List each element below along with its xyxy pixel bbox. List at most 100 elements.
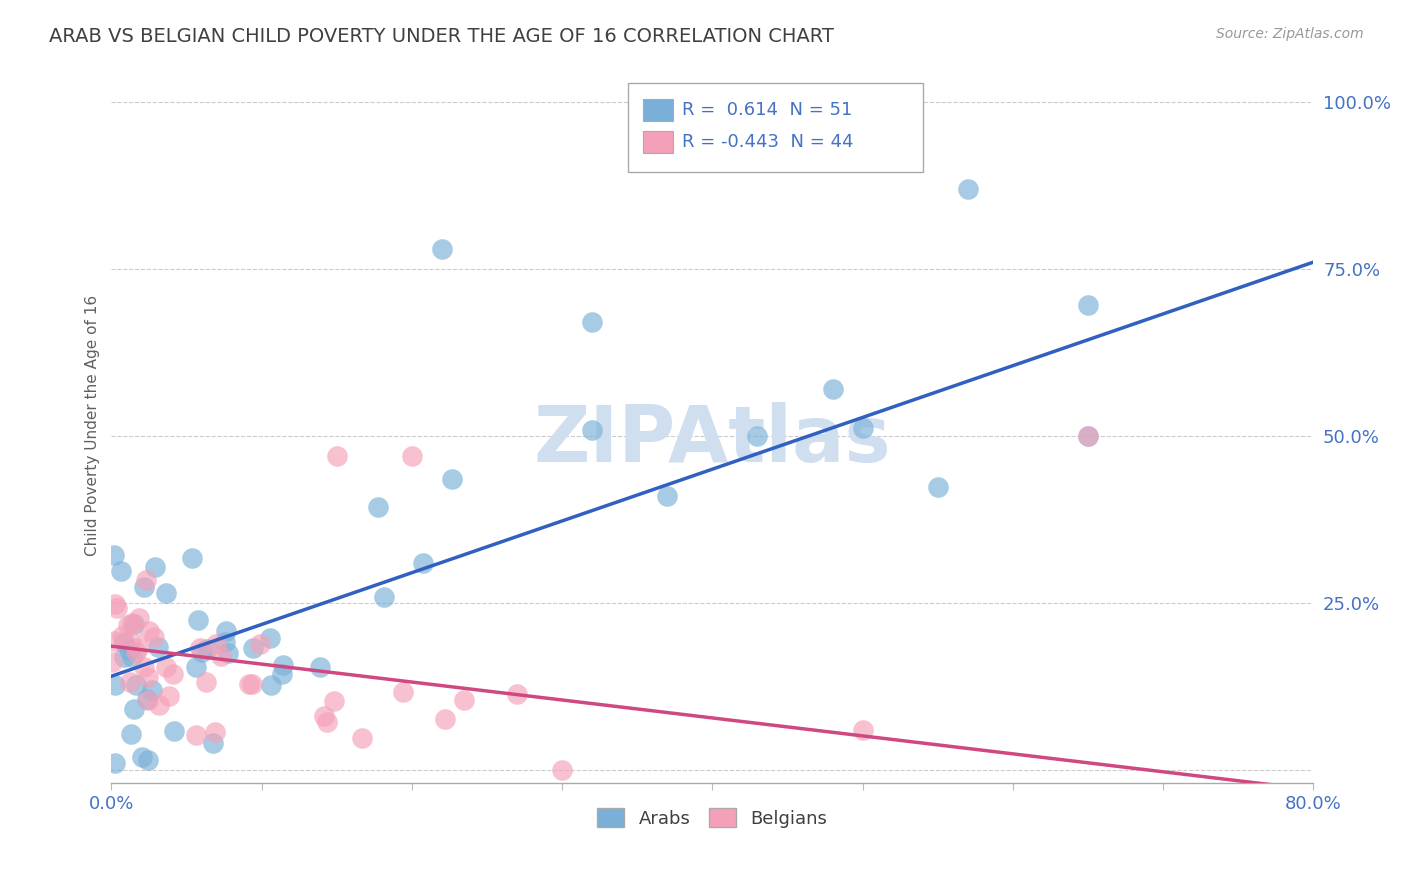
- Point: [747, 429, 769, 443]
- Point: [148, 698, 170, 713]
- Point: [155, 660, 177, 674]
- Point: [141, 683, 163, 698]
- Point: [367, 500, 389, 515]
- Point: [125, 678, 148, 692]
- Point: [104, 678, 127, 692]
- Point: [103, 548, 125, 562]
- Text: Source: ZipAtlas.com: Source: ZipAtlas.com: [1216, 27, 1364, 41]
- Point: [117, 642, 139, 657]
- Point: [132, 580, 155, 594]
- Point: [120, 727, 142, 741]
- Point: [204, 725, 226, 739]
- Point: [184, 660, 207, 674]
- Point: [401, 449, 423, 463]
- Point: [122, 701, 145, 715]
- Point: [201, 736, 224, 750]
- Point: [128, 611, 150, 625]
- Text: R = -0.443  N = 44: R = -0.443 N = 44: [682, 133, 853, 151]
- Point: [551, 763, 574, 777]
- Point: [131, 750, 153, 764]
- Point: [851, 421, 873, 435]
- Point: [271, 657, 294, 672]
- Point: [581, 423, 603, 437]
- Text: ARAB VS BELGIAN CHILD POVERTY UNDER THE AGE OF 16 CORRELATION CHART: ARAB VS BELGIAN CHILD POVERTY UNDER THE …: [49, 27, 834, 45]
- Point: [240, 676, 263, 690]
- Point: [657, 489, 679, 503]
- Point: [441, 472, 464, 486]
- Point: [188, 641, 211, 656]
- Point: [195, 675, 218, 690]
- Point: [110, 564, 132, 578]
- Point: [821, 382, 844, 396]
- Point: [316, 714, 339, 729]
- Point: [260, 678, 283, 692]
- Point: [1077, 429, 1099, 443]
- Point: [105, 601, 128, 615]
- Bar: [643, 131, 672, 153]
- Point: [195, 641, 218, 656]
- Point: [187, 613, 209, 627]
- Point: [121, 649, 143, 664]
- Point: [136, 693, 159, 707]
- Point: [103, 634, 125, 648]
- Point: [145, 559, 167, 574]
- Point: [1077, 429, 1099, 443]
- Text: ZIPAtlas: ZIPAtlas: [533, 402, 891, 478]
- Point: [392, 685, 415, 699]
- Point: [433, 712, 456, 726]
- Point: [581, 315, 603, 329]
- Point: [180, 550, 202, 565]
- Point: [215, 624, 238, 639]
- Point: [956, 182, 979, 196]
- Point: [148, 640, 170, 654]
- Point: [308, 660, 330, 674]
- Point: [927, 479, 949, 493]
- Point: [323, 694, 346, 708]
- Point: [259, 631, 281, 645]
- Point: [122, 616, 145, 631]
- FancyBboxPatch shape: [628, 83, 922, 172]
- Point: [190, 645, 212, 659]
- Text: R =  0.614  N = 51: R = 0.614 N = 51: [682, 101, 852, 119]
- Point: [135, 573, 157, 587]
- Point: [238, 677, 260, 691]
- Point: [214, 635, 236, 649]
- Point: [350, 731, 373, 745]
- Point: [453, 692, 475, 706]
- Point: [112, 650, 135, 665]
- Point: [157, 690, 180, 704]
- Point: [135, 692, 157, 706]
- Point: [430, 242, 453, 256]
- Legend: Arabs, Belgians: Arabs, Belgians: [591, 801, 835, 835]
- Point: [209, 648, 232, 663]
- Y-axis label: Child Poverty Under the Age of 16: Child Poverty Under the Age of 16: [86, 295, 100, 557]
- Point: [270, 666, 292, 681]
- Point: [242, 640, 264, 655]
- Point: [100, 655, 122, 669]
- Point: [112, 634, 135, 648]
- Point: [163, 724, 186, 739]
- Point: [312, 709, 335, 723]
- Point: [120, 675, 142, 690]
- Point: [1077, 298, 1099, 312]
- Point: [162, 667, 184, 681]
- Point: [217, 646, 239, 660]
- Point: [142, 630, 165, 644]
- Point: [121, 616, 143, 631]
- Point: [249, 637, 271, 651]
- Point: [412, 556, 434, 570]
- Point: [127, 641, 149, 656]
- Point: [186, 727, 208, 741]
- Point: [138, 624, 160, 638]
- Point: [111, 629, 134, 643]
- Point: [506, 687, 529, 701]
- Point: [326, 449, 349, 463]
- Point: [120, 634, 142, 648]
- Bar: [643, 99, 672, 120]
- Point: [136, 753, 159, 767]
- Point: [125, 645, 148, 659]
- Point: [851, 723, 873, 737]
- Point: [104, 756, 127, 770]
- Point: [103, 597, 125, 611]
- Point: [134, 660, 156, 674]
